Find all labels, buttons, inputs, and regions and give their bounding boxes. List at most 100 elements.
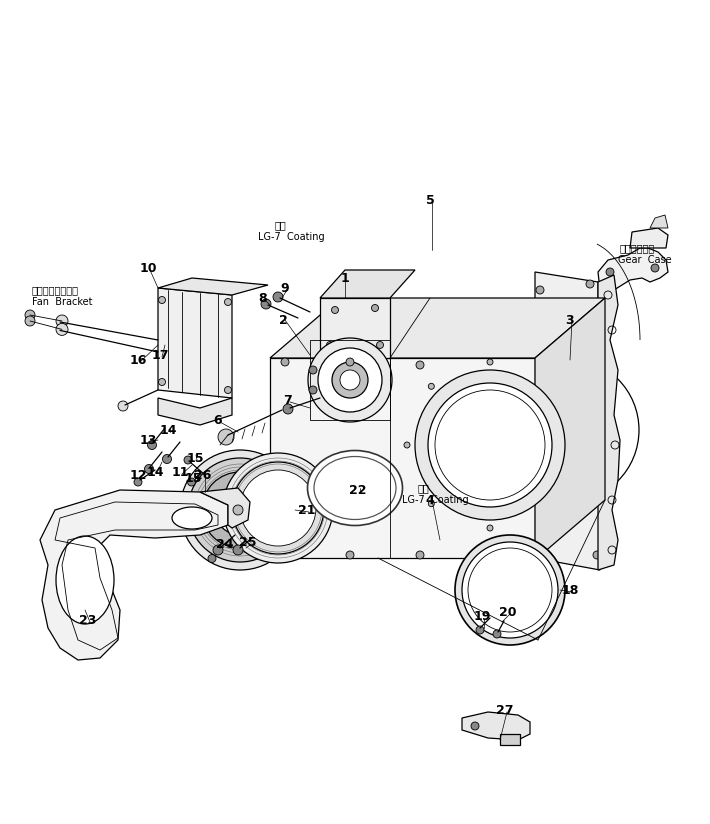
Circle shape (285, 534, 293, 542)
Circle shape (593, 306, 601, 314)
Circle shape (134, 478, 142, 486)
Circle shape (308, 338, 392, 422)
Circle shape (202, 472, 278, 548)
Polygon shape (500, 734, 520, 745)
Circle shape (233, 505, 243, 515)
Circle shape (416, 361, 424, 369)
Circle shape (318, 348, 382, 412)
Circle shape (455, 535, 565, 645)
Circle shape (462, 542, 558, 638)
Circle shape (145, 465, 153, 474)
Polygon shape (320, 270, 415, 298)
Text: 27: 27 (496, 704, 514, 717)
Text: 9: 9 (280, 282, 289, 294)
Circle shape (534, 306, 542, 314)
Polygon shape (535, 298, 605, 560)
Text: 17: 17 (151, 349, 169, 362)
Text: 15: 15 (186, 452, 204, 465)
Text: 15: 15 (185, 471, 202, 485)
Circle shape (261, 299, 271, 309)
Circle shape (606, 268, 614, 276)
Circle shape (264, 457, 272, 466)
Circle shape (218, 429, 234, 445)
Circle shape (309, 366, 317, 374)
Text: 塗布: 塗布 (275, 220, 287, 230)
Text: 21: 21 (298, 503, 316, 517)
Circle shape (346, 551, 354, 559)
Text: 19: 19 (474, 611, 491, 624)
Circle shape (158, 297, 165, 303)
Polygon shape (158, 398, 232, 425)
Ellipse shape (307, 451, 403, 526)
Circle shape (148, 441, 156, 450)
Circle shape (327, 341, 334, 349)
Text: 23: 23 (80, 614, 97, 626)
Circle shape (309, 386, 317, 394)
Text: 12: 12 (129, 469, 147, 481)
Text: 2: 2 (278, 313, 288, 326)
Circle shape (56, 315, 68, 327)
Circle shape (224, 386, 231, 394)
Polygon shape (200, 488, 250, 528)
Circle shape (281, 551, 289, 559)
Circle shape (404, 442, 410, 448)
Circle shape (471, 722, 479, 730)
Circle shape (428, 383, 552, 507)
Text: 1: 1 (341, 271, 349, 284)
Text: 3: 3 (566, 313, 574, 326)
Circle shape (208, 555, 216, 563)
Circle shape (476, 626, 484, 634)
Polygon shape (630, 228, 668, 248)
Text: 16: 16 (129, 353, 147, 367)
Circle shape (273, 292, 283, 302)
Circle shape (118, 401, 128, 411)
Circle shape (428, 501, 435, 507)
Text: Gear  Case: Gear Case (618, 255, 672, 265)
Text: 25: 25 (239, 536, 257, 550)
Polygon shape (270, 358, 535, 558)
Circle shape (536, 558, 544, 566)
Ellipse shape (56, 536, 114, 624)
Text: 20: 20 (499, 606, 517, 619)
Circle shape (346, 358, 354, 366)
Circle shape (187, 478, 195, 486)
Circle shape (593, 551, 601, 559)
Text: 6: 6 (214, 414, 222, 427)
Circle shape (493, 630, 501, 638)
Circle shape (283, 404, 293, 414)
Circle shape (487, 359, 493, 365)
Circle shape (586, 280, 594, 288)
Circle shape (223, 453, 333, 563)
Polygon shape (462, 712, 530, 740)
Text: 8: 8 (258, 292, 267, 305)
Circle shape (184, 456, 192, 464)
Circle shape (332, 362, 368, 398)
Text: Fan  Bracket: Fan Bracket (32, 297, 92, 307)
Circle shape (340, 370, 360, 390)
Circle shape (487, 525, 493, 531)
Polygon shape (270, 298, 605, 358)
Circle shape (415, 370, 565, 520)
Text: 13: 13 (139, 433, 157, 447)
Ellipse shape (172, 507, 212, 529)
Circle shape (416, 551, 424, 559)
Text: 10: 10 (139, 261, 157, 274)
Text: 11: 11 (171, 466, 189, 479)
Circle shape (180, 450, 300, 570)
Circle shape (495, 358, 639, 502)
Circle shape (376, 341, 383, 349)
Polygon shape (650, 215, 668, 228)
Text: LG-7  Coating: LG-7 Coating (258, 232, 324, 242)
Circle shape (25, 316, 35, 326)
Circle shape (224, 298, 231, 306)
Text: 26: 26 (195, 469, 212, 481)
Text: 18: 18 (562, 583, 579, 597)
Text: 5: 5 (425, 194, 435, 207)
Circle shape (428, 383, 435, 389)
Circle shape (213, 545, 223, 555)
Circle shape (233, 545, 243, 555)
Text: 14: 14 (146, 466, 164, 479)
Circle shape (215, 485, 265, 535)
Text: 4: 4 (425, 494, 435, 507)
Text: 7: 7 (283, 394, 293, 406)
